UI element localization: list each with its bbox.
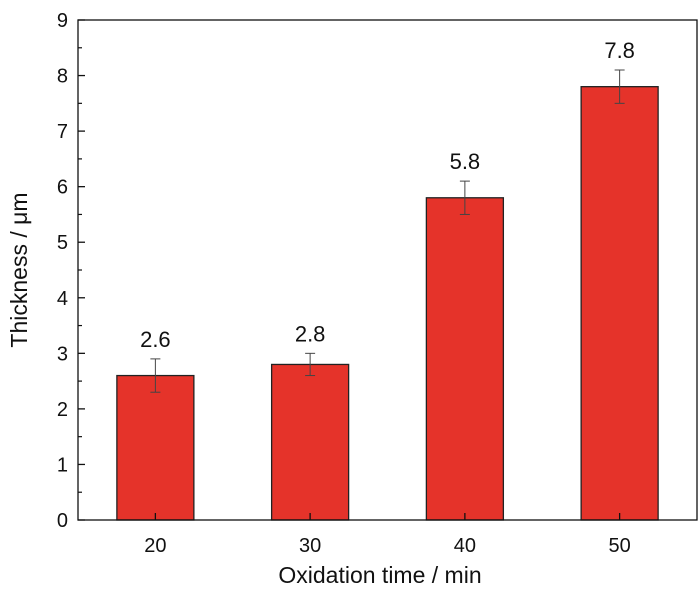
y-tick-label: 0 xyxy=(57,510,68,532)
data-label: 7.8 xyxy=(604,38,635,63)
y-tick-label: 9 xyxy=(57,10,68,32)
x-axis: 20 30 40 50 xyxy=(144,513,631,557)
bars-group: 2.6 2.8 5.8 7.8 xyxy=(116,38,659,521)
y-tick-label: 1 xyxy=(57,454,68,476)
y-tick-label: 6 xyxy=(57,177,68,199)
x-tick-label: 40 xyxy=(454,535,476,557)
y-tick-label: 7 xyxy=(57,121,68,143)
y-tick-label: 8 xyxy=(57,66,68,88)
y-tick-label: 2 xyxy=(57,399,68,421)
x-tick-label: 30 xyxy=(299,535,321,557)
x-tick-label: 50 xyxy=(609,535,631,557)
data-label: 2.8 xyxy=(295,321,326,346)
x-tick-label: 20 xyxy=(144,535,166,557)
data-label: 5.8 xyxy=(450,149,481,174)
y-axis-label: Thickness / μm xyxy=(6,192,32,347)
x-axis-label: Oxidation time / min xyxy=(278,562,481,588)
y-tick-label: 5 xyxy=(57,232,68,254)
bar-20 xyxy=(116,374,195,521)
y-tick-label: 4 xyxy=(57,288,68,310)
bar-30 xyxy=(270,363,350,521)
bar-40 xyxy=(425,197,505,521)
bar-50 xyxy=(580,86,659,521)
y-axis: 0 1 2 3 4 5 6 7 8 9 xyxy=(57,10,85,532)
data-label: 2.6 xyxy=(140,327,171,352)
y-tick-label: 3 xyxy=(57,343,68,365)
